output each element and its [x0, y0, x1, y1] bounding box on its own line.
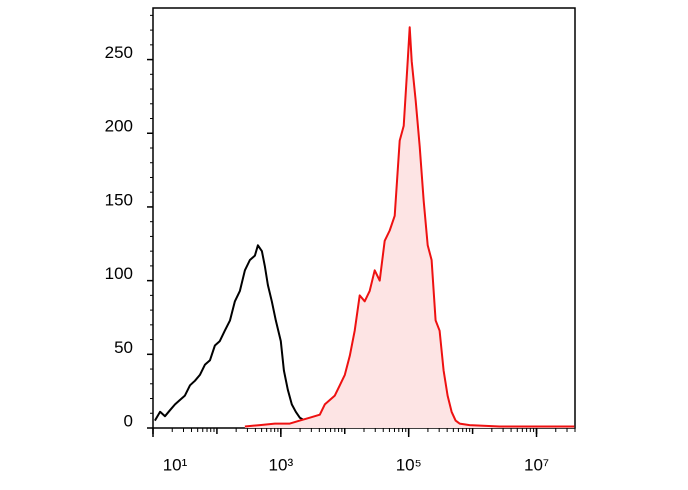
- x-tick-label: 10¹: [163, 455, 188, 474]
- y-tick-label: 250: [105, 43, 133, 62]
- y-tick-label: 200: [105, 117, 133, 136]
- y-tick-label: 0: [124, 411, 133, 430]
- y-tick-label: 50: [114, 338, 133, 357]
- y-tick-label: 100: [105, 264, 133, 283]
- line: [154, 244, 311, 426]
- x-tick-label: 10³: [269, 455, 294, 474]
- line: [244, 26, 575, 428]
- x-tick-label: 10⁷: [524, 455, 549, 474]
- x-tick-label: 10⁵: [396, 455, 422, 474]
- area: [244, 27, 575, 428]
- y-tick-label: 150: [105, 190, 133, 209]
